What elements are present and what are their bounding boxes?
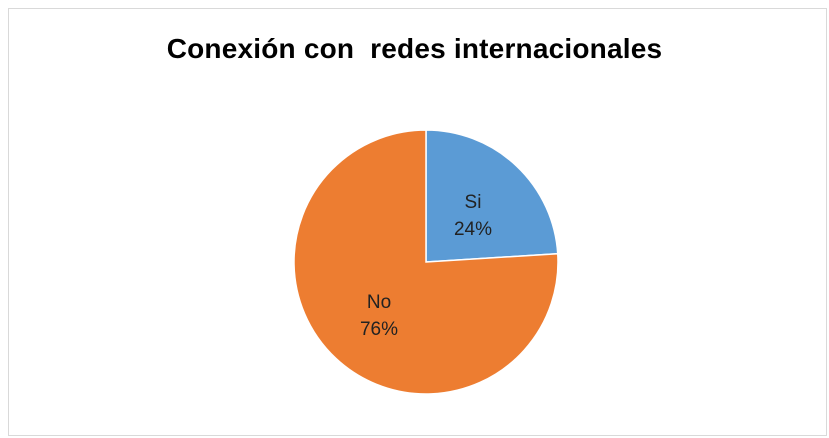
slice-category-label: Si bbox=[465, 192, 482, 213]
slice-category-label: No bbox=[367, 292, 391, 313]
pie-slice-no bbox=[293, 129, 559, 395]
pie-slices bbox=[293, 129, 559, 395]
pie-slice-si bbox=[425, 129, 559, 263]
pie-labels: Si 24% No 76% bbox=[360, 192, 492, 340]
slice-value-label: 76% bbox=[360, 319, 398, 340]
slice-value-label: 24% bbox=[454, 219, 492, 240]
chart-title: Conexión con redes internacionales bbox=[166, 33, 663, 64]
